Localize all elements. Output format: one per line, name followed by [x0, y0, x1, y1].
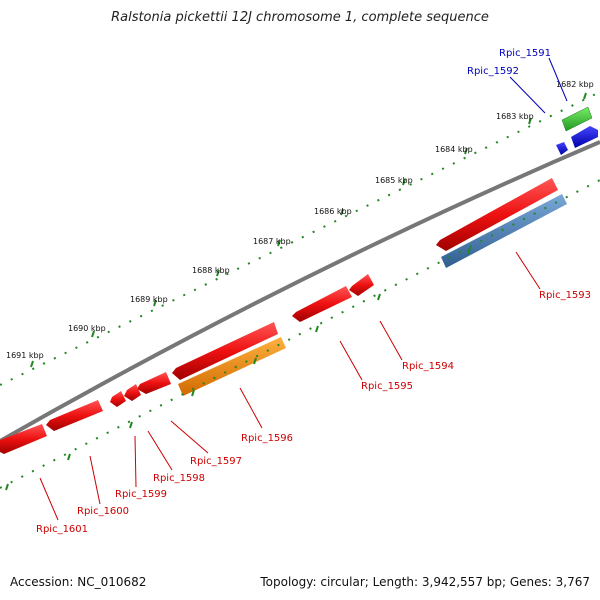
gene-rpic-1599: [110, 391, 126, 407]
kbp-label-1685: 1685 kbp: [375, 176, 413, 185]
sequence-backbone: [0, 140, 600, 443]
leader-rpic-1596: [239, 387, 263, 429]
gene-rpic-1591: [561, 106, 593, 132]
label-rpic-1598: Rpic_1598: [153, 473, 205, 484]
gene-rpic-1592-b: [556, 142, 568, 155]
outer-ruler: [0, 91, 600, 386]
cds-rpic-1593: [441, 194, 567, 268]
leader-rpic-1593: [515, 251, 541, 290]
leader-rpic-1600: [89, 455, 101, 505]
leader-rpic-1597: [170, 420, 209, 454]
gene-rpic-1594: [349, 274, 374, 296]
label-rpic-1596: Rpic_1596: [241, 433, 293, 444]
label-rpic-1593: Rpic_1593: [539, 290, 591, 301]
gene-rpic-1597: [137, 372, 171, 394]
gene-rpic-1596: [172, 322, 278, 380]
map-title: Ralstonia pickettii 12J chromosome 1, co…: [111, 10, 489, 25]
kbp-label-1684: 1684 kbp: [435, 145, 473, 154]
outer-ruler-major-ticks: [30, 92, 587, 368]
label-rpic-1592: Rpic_1592: [467, 66, 519, 77]
label-rpic-1597: Rpic_1597: [190, 456, 242, 467]
kbp-label-1691: 1691 kbp: [6, 351, 44, 360]
leader-rpic-1594: [379, 320, 403, 361]
leader-rpic-1598: [147, 430, 173, 471]
topology-summary-text: Topology: circular; Length: 3,942,557 bp…: [260, 575, 590, 589]
label-rpic-1594: Rpic_1594: [402, 361, 454, 372]
label-rpic-1601: Rpic_1601: [36, 524, 88, 535]
label-rpic-1599: Rpic_1599: [115, 489, 167, 500]
inner-ruler: [0, 179, 600, 489]
gene-rpic-1601: [0, 424, 47, 454]
kbp-label-1682: 1682 kbp: [556, 80, 594, 89]
kbp-labels: 1682 kbp 1683 kbp 1684 kbp 1685 kbp 1686…: [6, 80, 594, 360]
gene-labels: Rpic_1591 Rpic_1592 Rpic_1593 Rpic_1594 …: [36, 48, 591, 535]
kbp-label-1690: 1690 kbp: [68, 324, 106, 333]
label-rpic-1591: Rpic_1591: [499, 48, 551, 59]
label-rpic-1595: Rpic_1595: [361, 381, 413, 392]
gene-rpic-1593: [436, 178, 558, 251]
gene-rpic-1598: [124, 384, 141, 401]
kbp-label-1686: 1686 kbp: [314, 207, 352, 216]
leader-rpic-1595: [339, 340, 363, 381]
leader-rpic-1601: [39, 477, 59, 521]
gene-rpic-1592-a: [571, 126, 598, 148]
kbp-label-1689: 1689 kbp: [130, 295, 168, 304]
gene-rpic-1595: [292, 286, 352, 322]
leader-rpic-1592: [509, 76, 546, 114]
leader-rpic-1591: [548, 57, 568, 102]
inner-ruler-major-ticks: [5, 247, 471, 491]
gene-rpic-1600: [46, 400, 103, 431]
label-rpic-1600: Rpic_1600: [77, 506, 129, 517]
leader-lines: [39, 57, 568, 521]
cds-rpic-1596: [178, 337, 286, 396]
kbp-label-1688: 1688 kbp: [192, 266, 230, 275]
accession-text: Accession: NC_010682: [10, 575, 147, 589]
kbp-label-1687: 1687 kbp: [253, 237, 291, 246]
leader-rpic-1599: [134, 435, 137, 488]
kbp-label-1683: 1683 kbp: [496, 112, 534, 121]
